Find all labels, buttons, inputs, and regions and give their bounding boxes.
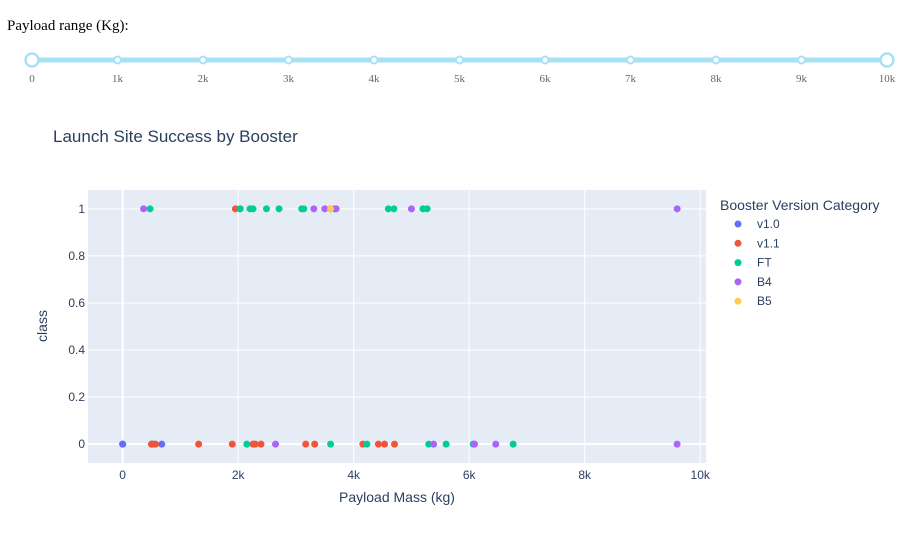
x-tick-label: 2k: [232, 468, 246, 482]
data-point[interactable]: [257, 440, 265, 448]
slider-mark-dot[interactable]: [626, 55, 635, 65]
slider-mark-dot[interactable]: [797, 55, 806, 65]
data-point[interactable]: [430, 440, 438, 448]
plot-area: [88, 190, 706, 463]
y-tick-label: 0: [78, 437, 85, 451]
data-point[interactable]: [310, 205, 318, 213]
data-point[interactable]: [327, 440, 335, 448]
data-point[interactable]: [492, 440, 500, 448]
slider-mark-label: 9k: [796, 73, 808, 85]
data-point[interactable]: [158, 440, 166, 448]
x-tick-label: 10k: [691, 468, 711, 482]
slider-mark-label: 1k: [112, 73, 124, 85]
legend-marker[interactable]: [734, 239, 742, 247]
data-point[interactable]: [673, 205, 681, 213]
data-point[interactable]: [384, 205, 392, 213]
legend-item-label[interactable]: v1.1: [757, 236, 780, 250]
data-point[interactable]: [442, 440, 450, 448]
y-tick-label: 0.4: [68, 343, 85, 357]
data-point[interactable]: [374, 440, 382, 448]
y-axis-title: class: [34, 310, 50, 342]
y-tick-label: 0.2: [68, 390, 85, 404]
payload-range-label: Payload range (Kg):: [7, 18, 129, 34]
data-point[interactable]: [321, 205, 329, 213]
data-point[interactable]: [673, 440, 681, 448]
x-tick-label: 4k: [347, 468, 361, 482]
x-tick-label: 6k: [463, 468, 477, 482]
slider-handle-max[interactable]: [879, 52, 895, 68]
legend-item-label[interactable]: B4: [757, 275, 772, 289]
slider-mark-label: 7k: [625, 73, 637, 85]
y-tick-label: 0.6: [68, 296, 85, 310]
data-point[interactable]: [332, 205, 340, 213]
slider-mark-dot[interactable]: [455, 55, 464, 65]
legend-item-label[interactable]: v1.0: [757, 217, 780, 231]
data-point[interactable]: [391, 440, 399, 448]
data-point[interactable]: [243, 440, 251, 448]
slider-mark-dot[interactable]: [369, 55, 379, 65]
slider-mark-dot[interactable]: [198, 55, 208, 65]
data-point[interactable]: [152, 440, 160, 448]
data-point[interactable]: [228, 440, 236, 448]
data-point[interactable]: [327, 205, 335, 213]
x-axis-title: Payload Mass (kg): [339, 489, 455, 505]
data-point[interactable]: [302, 440, 310, 448]
chart-title: Launch Site Success by Booster: [53, 127, 298, 146]
legend-marker[interactable]: [734, 278, 742, 286]
legend-marker[interactable]: [734, 220, 742, 228]
data-point[interactable]: [140, 205, 148, 213]
data-point[interactable]: [390, 205, 398, 213]
slider-mark-label: 3k: [283, 73, 295, 85]
slider-mark-label: 5k: [454, 73, 466, 85]
data-point[interactable]: [300, 205, 308, 213]
slider-mark-label: 6k: [540, 73, 552, 85]
payload-range-slider[interactable]: 0 1k 2k 3k 4k 5k 6k 7k 8k 9k 10k: [0, 40, 913, 90]
x-tick-label: 8k: [578, 468, 592, 482]
slider-mark-label: 2k: [198, 73, 210, 85]
y-tick-label: 1: [78, 202, 85, 216]
data-point[interactable]: [471, 440, 479, 448]
data-point[interactable]: [423, 205, 431, 213]
slider-mark-label: 4k: [369, 73, 381, 85]
legend-item-label[interactable]: B5: [757, 294, 772, 308]
legend-marker[interactable]: [734, 297, 742, 305]
slider-mark-label: 10k: [879, 73, 896, 85]
data-point[interactable]: [275, 205, 283, 213]
data-point[interactable]: [425, 440, 433, 448]
slider-handle-min[interactable]: [24, 52, 40, 68]
slider-mark-dot[interactable]: [540, 55, 550, 65]
slider-mark-label: 0: [29, 73, 35, 85]
legend: v1.0 v1.1 FT B4 B5: [734, 217, 780, 308]
data-point[interactable]: [407, 205, 415, 213]
data-point[interactable]: [249, 205, 257, 213]
data-point[interactable]: [363, 440, 371, 448]
data-point[interactable]: [272, 440, 280, 448]
slider-mark-dot[interactable]: [113, 55, 122, 65]
slider-mark-dot[interactable]: [284, 55, 293, 65]
legend-marker[interactable]: [734, 259, 742, 267]
data-point[interactable]: [311, 440, 319, 448]
data-point[interactable]: [195, 440, 203, 448]
data-point[interactable]: [509, 440, 517, 448]
legend-item-label[interactable]: FT: [757, 256, 772, 270]
data-point[interactable]: [236, 205, 244, 213]
slider-mark-label: 8k: [711, 73, 723, 85]
data-point[interactable]: [119, 440, 127, 448]
data-point[interactable]: [381, 440, 389, 448]
legend-title: Booster Version Category: [720, 197, 880, 213]
slider-mark-dot[interactable]: [711, 55, 721, 65]
y-tick-label: 0.8: [68, 249, 85, 263]
data-point[interactable]: [251, 440, 259, 448]
data-point[interactable]: [146, 205, 154, 213]
data-point[interactable]: [262, 205, 270, 213]
x-tick-label: 0: [119, 468, 126, 482]
